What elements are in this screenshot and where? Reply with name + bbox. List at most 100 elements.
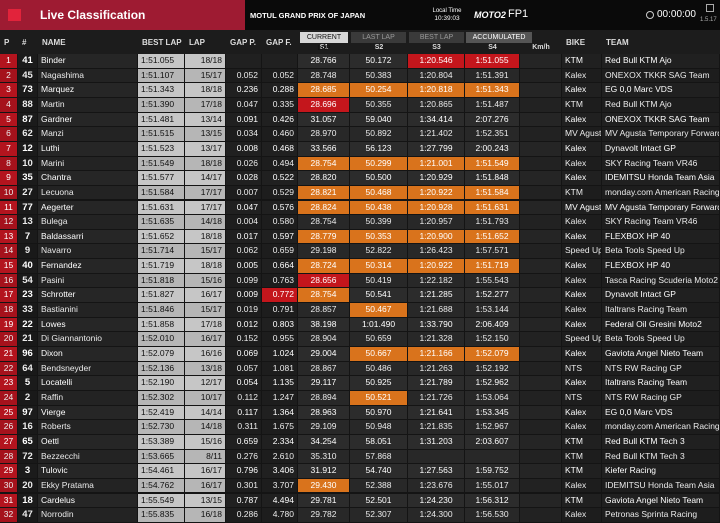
column-header: # xyxy=(22,38,27,47)
lap-cell: 16/17 xyxy=(185,332,225,346)
sector-tab[interactable]: LAST LAP xyxy=(351,32,406,43)
num-cell: 21 xyxy=(18,332,37,346)
s3-cell: 1:21.285 xyxy=(408,288,464,303)
kmh-cell xyxy=(520,303,561,317)
pos-cell: 16 xyxy=(0,273,17,288)
gap_p-cell: 0.062 xyxy=(226,244,261,259)
name-cell: Tulovic xyxy=(38,464,137,478)
s1-cell: 28.685 xyxy=(298,83,349,97)
num-cell: 10 xyxy=(18,156,37,171)
s3-cell: 1:20.900 xyxy=(408,229,464,244)
sector-tab[interactable]: ACCUMULATED xyxy=(466,32,532,43)
best-cell: 1:51.107 xyxy=(138,68,184,83)
gap_p-cell: 0.028 xyxy=(226,171,261,185)
bike-cell: Kalex xyxy=(562,420,601,434)
s1-cell: 29.004 xyxy=(298,347,349,361)
kmh-cell xyxy=(520,493,561,508)
num-cell: 18 xyxy=(18,493,37,508)
gap_f-cell: 1.135 xyxy=(262,376,297,390)
bike-cell: KTM xyxy=(562,185,601,200)
s2-cell: 58.051 xyxy=(350,434,407,449)
best-cell: 1:51.714 xyxy=(138,244,184,259)
name-cell: Navarro xyxy=(38,244,137,259)
s1-cell: 28.754 xyxy=(298,288,349,303)
team-cell: ONEXOX TKKR SAG Team xyxy=(602,112,719,127)
kmh-cell xyxy=(520,141,561,156)
best-cell: 1:51.055 xyxy=(138,54,184,68)
lap-cell: 15/17 xyxy=(185,303,225,317)
s4-cell: 1:57.571 xyxy=(465,244,519,259)
s1-cell: 28.696 xyxy=(298,97,349,112)
kmh-cell xyxy=(520,229,561,244)
title-bar xyxy=(0,0,245,30)
s4-cell: 1:51.549 xyxy=(465,156,519,171)
s3-cell: 1:23.676 xyxy=(408,478,464,493)
kmh-cell xyxy=(520,405,561,420)
bike-cell: KTM xyxy=(562,449,601,464)
num-cell: 5 xyxy=(18,376,37,390)
s1-cell: 28.724 xyxy=(298,259,349,273)
team-cell: Kiefer Racing xyxy=(602,464,719,478)
s1-cell: 34.254 xyxy=(298,434,349,449)
lap-cell: 16/17 xyxy=(185,478,225,493)
num-cell: 41 xyxy=(18,54,37,68)
best-cell: 1:51.523 xyxy=(138,141,184,156)
kmh-cell xyxy=(520,478,561,493)
num-cell: 20 xyxy=(18,478,37,493)
bike-cell: NTS xyxy=(562,390,601,405)
s3-cell: 1:20.922 xyxy=(408,185,464,200)
expand-button[interactable] xyxy=(706,4,714,12)
team-cell: Federal Oil Gresini Moto2 xyxy=(602,317,719,332)
s1-cell: 28.970 xyxy=(298,127,349,141)
s3-cell: 1:21.688 xyxy=(408,303,464,317)
gap_f-cell: 1.081 xyxy=(262,361,297,376)
pos-cell: 20 xyxy=(0,332,17,346)
s3-cell: 1:21.789 xyxy=(408,376,464,390)
local-time: 10:39:03 xyxy=(434,15,460,22)
bike-cell: Kalex xyxy=(562,478,601,493)
best-cell: 1:52.302 xyxy=(138,390,184,405)
column-header: TEAM xyxy=(606,38,629,47)
name-cell: Aegerter xyxy=(38,200,137,215)
s4-cell: 2:03.607 xyxy=(465,434,519,449)
best-cell: 1:52.136 xyxy=(138,361,184,376)
gap_f-cell: 0.955 xyxy=(262,332,297,346)
gap_f-cell: 1.364 xyxy=(262,405,297,420)
best-cell: 1:55.549 xyxy=(138,493,184,508)
s4-cell: 1:53.064 xyxy=(465,390,519,405)
s1-cell: 28.821 xyxy=(298,185,349,200)
lap-cell: 13/17 xyxy=(185,141,225,156)
gap_p-cell: 0.009 xyxy=(226,288,261,303)
version: 1.5.17 xyxy=(700,17,717,23)
lap-cell: 18/18 xyxy=(185,156,225,171)
team-cell: Red Bull KTM Tech 3 xyxy=(602,434,719,449)
best-cell: 1:51.549 xyxy=(138,156,184,171)
bike-cell: Kalex xyxy=(562,508,601,522)
pos-cell: 27 xyxy=(0,434,17,449)
num-cell: 72 xyxy=(18,449,37,464)
best-cell: 1:52.010 xyxy=(138,332,184,346)
clock-icon xyxy=(646,11,654,19)
s4-cell: 1:52.192 xyxy=(465,361,519,376)
sector-tab[interactable]: CURRENT LAP xyxy=(300,32,348,52)
kmh-cell xyxy=(520,390,561,405)
sector-tab[interactable]: BEST LAP xyxy=(409,32,464,43)
lap-cell: 14/18 xyxy=(185,215,225,229)
team-cell: Italtrans Racing Team xyxy=(602,376,719,390)
s2-cell: 52.307 xyxy=(350,508,407,522)
column-header: S1 xyxy=(298,44,350,51)
kmh-cell xyxy=(520,68,561,83)
name-cell: Bezzecchi xyxy=(38,449,137,464)
s1-cell: 28.963 xyxy=(298,405,349,420)
lap-cell: 17/17 xyxy=(185,185,225,200)
gap_f-cell xyxy=(262,54,297,68)
s1-cell: 28.857 xyxy=(298,303,349,317)
gap_f-cell: 0.494 xyxy=(262,156,297,171)
gap_f-cell: 0.597 xyxy=(262,229,297,244)
kmh-cell xyxy=(520,171,561,185)
gap_p-cell: 0.017 xyxy=(226,229,261,244)
team-cell: Petronas Sprinta Racing xyxy=(602,508,719,522)
s4-cell: 1:51.793 xyxy=(465,215,519,229)
team-cell: Dynavolt Intact GP xyxy=(602,141,719,156)
